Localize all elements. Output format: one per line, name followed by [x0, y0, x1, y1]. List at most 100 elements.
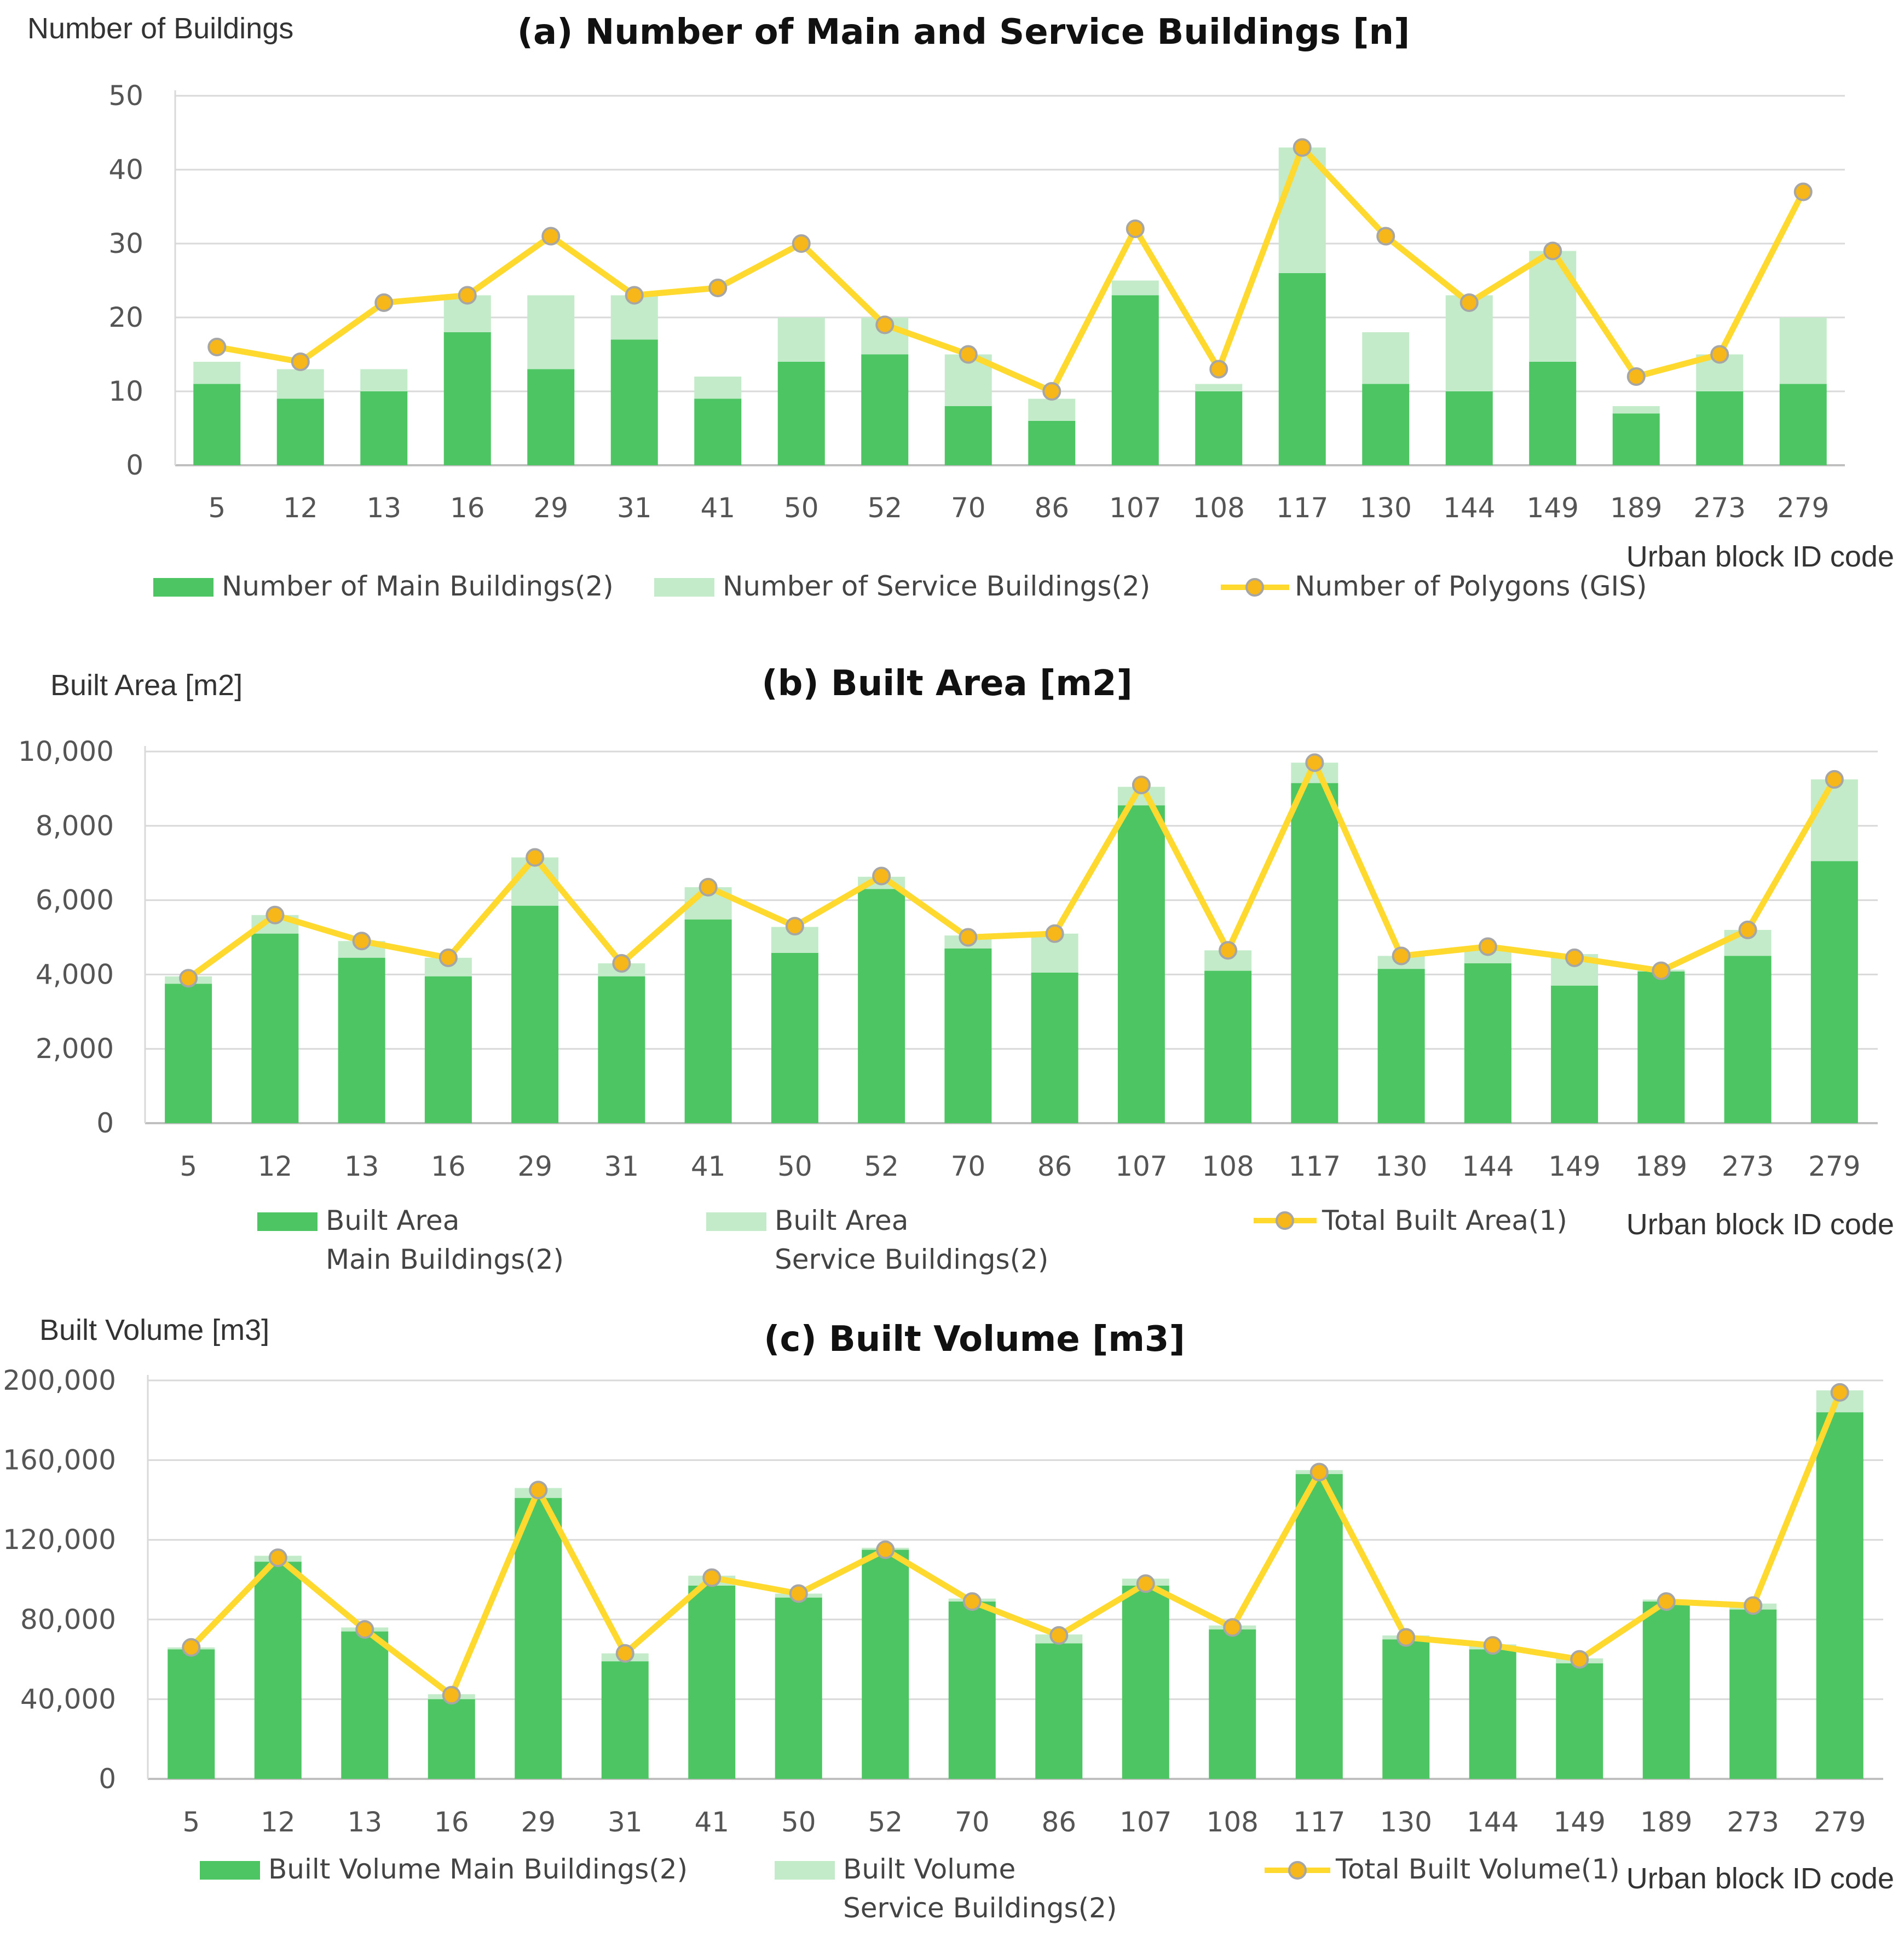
line-point-107: [1132, 776, 1151, 795]
x-tick-label: 273: [1727, 1806, 1779, 1838]
bar-main-70: [944, 406, 992, 465]
line-point-50: [792, 234, 811, 253]
series-line: [188, 1389, 1843, 1698]
x-tick-label: 189: [1635, 1151, 1687, 1182]
line-point-273: [1738, 920, 1757, 939]
bar-main-144: [1469, 1649, 1516, 1779]
line-point-70: [962, 1592, 982, 1611]
bar-main-70: [948, 1602, 996, 1779]
y-tick-label: 40: [108, 154, 143, 186]
x-tick-label: 31: [617, 492, 652, 524]
chart-a-x-ticks: 5 12 13 16 29 31 41 50 52 70 86 107 108 117 130 144 149 1…: [208, 492, 1829, 524]
line-point-13: [352, 932, 371, 951]
line-point-41: [702, 1568, 722, 1587]
x-tick-label: 144: [1467, 1806, 1519, 1838]
chart-a-title: (a) Number of Main and Service Buildings…: [517, 12, 1410, 53]
chart-b-x-axis-label: Urban block ID code: [1626, 1208, 1894, 1241]
y-tick-label: 120,000: [3, 1524, 116, 1556]
bar-main-117: [1291, 783, 1338, 1123]
x-tick-label: 5: [180, 1151, 197, 1182]
bar-main-5: [165, 984, 212, 1123]
legend-swatch-service: [654, 578, 714, 597]
bar-main-144: [1445, 391, 1493, 465]
line-point-29: [541, 227, 561, 246]
bar-main-31: [598, 976, 645, 1123]
y-tick-label: 160,000: [3, 1444, 116, 1476]
x-tick-label: 41: [694, 1806, 729, 1838]
x-tick-label: 52: [864, 1151, 899, 1182]
line-point-107: [1126, 219, 1145, 238]
y-tick-label: 0: [96, 1107, 114, 1139]
x-tick-label: 70: [951, 492, 986, 524]
chart-c-y-axis-label: Built Volume [m3]: [39, 1314, 269, 1346]
bar-main-31: [601, 1661, 649, 1779]
bar-service-108: [1195, 384, 1243, 391]
bar-main-13: [360, 391, 408, 465]
legend-swatch-main: [200, 1861, 260, 1880]
x-tick-label: 279: [1777, 492, 1829, 524]
x-tick-label: 117: [1293, 1806, 1345, 1838]
line-point-52: [876, 1540, 895, 1559]
x-tick-label: 29: [517, 1151, 552, 1182]
line-point-189: [1652, 961, 1671, 980]
bar-service-107: [1111, 280, 1159, 296]
line-point-16: [442, 1686, 461, 1705]
line-point-16: [458, 286, 477, 305]
x-tick-label: 86: [1037, 1151, 1072, 1182]
bar-main-273: [1729, 1609, 1777, 1779]
line-point-5: [182, 1638, 201, 1657]
bar-main-29: [511, 905, 559, 1123]
y-tick-label: 40,000: [20, 1683, 116, 1715]
series-line: [214, 145, 1807, 395]
legend-label-service: Number of Service Buildings(2): [723, 570, 1150, 602]
line-point-108: [1223, 1618, 1242, 1637]
line-point-13: [374, 293, 394, 312]
x-tick-label: 144: [1443, 492, 1495, 524]
bar-main-29: [527, 369, 575, 465]
legend-label-main-line2: Main Buildings(2): [326, 1244, 564, 1275]
chart-b-y-axis-label: Built Area [m2]: [50, 669, 243, 702]
chart-b: (b) Built Area [m2] Built Area [m2] Urba…: [18, 663, 1894, 1275]
line-point-31: [612, 954, 631, 973]
x-tick-label: 107: [1120, 1806, 1172, 1838]
bar-service-279: [1779, 317, 1827, 384]
y-tick-label: 0: [126, 449, 143, 481]
bar-main-108: [1209, 1629, 1256, 1779]
legend-swatch-main: [153, 578, 214, 597]
bar-main-149: [1551, 985, 1599, 1123]
bar-main-86: [1035, 1643, 1083, 1779]
y-tick-label: 20: [108, 302, 143, 333]
x-tick-label: 108: [1193, 492, 1245, 524]
bar-main-279: [1816, 1412, 1863, 1779]
bar-main-16: [424, 976, 472, 1123]
x-tick-label: 189: [1610, 492, 1662, 524]
line-point-130: [1392, 946, 1411, 966]
line-point-5: [179, 969, 198, 988]
line-point-50: [789, 1584, 808, 1603]
bar-service-149: [1529, 251, 1577, 362]
line-point-31: [615, 1644, 634, 1663]
series-line: [185, 759, 1838, 981]
line-point-86: [1042, 382, 1061, 401]
y-tick-label: 4,000: [36, 958, 114, 990]
x-tick-label: 108: [1202, 1151, 1254, 1182]
line-point-107: [1136, 1574, 1155, 1593]
chart-c-x-axis-label: Urban block ID code: [1626, 1862, 1894, 1895]
legend-marker: [1276, 1211, 1294, 1230]
x-tick-label: 16: [431, 1151, 466, 1182]
bar-main-130: [1362, 384, 1410, 465]
chart-b-line-series: [179, 753, 1844, 988]
x-tick-label: 5: [182, 1806, 200, 1838]
y-tick-label: 0: [99, 1763, 116, 1795]
bar-main-189: [1642, 1602, 1690, 1779]
bar-main-41: [694, 398, 742, 465]
x-tick-label: 16: [450, 492, 485, 524]
bar-main-117: [1278, 273, 1326, 465]
line-point-273: [1710, 345, 1729, 364]
legend-label-line: Total Built Volume(1): [1335, 1853, 1620, 1885]
line-point-29: [529, 1481, 548, 1500]
line-point-13: [355, 1620, 374, 1639]
bar-main-144: [1464, 963, 1511, 1123]
x-tick-label: 86: [1034, 492, 1069, 524]
